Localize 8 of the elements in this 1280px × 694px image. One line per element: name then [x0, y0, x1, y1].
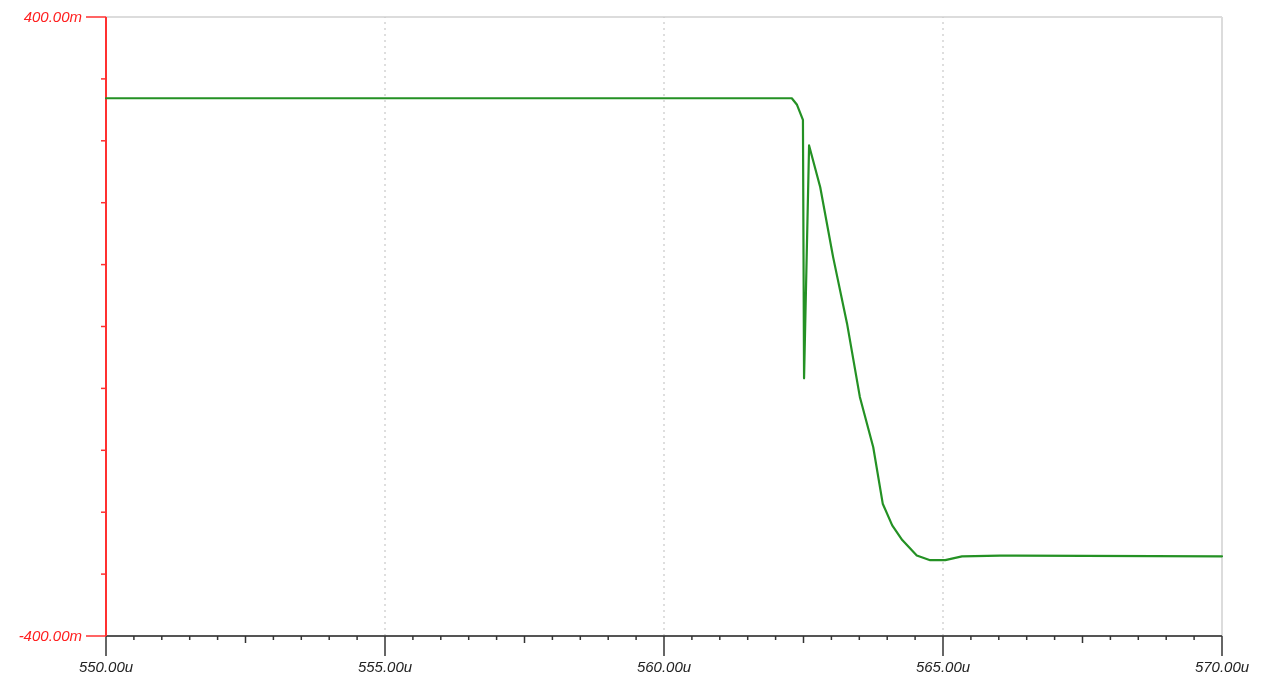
x-tick-label: 570.00u — [1194, 658, 1250, 675]
x-tick-label: 565.00u — [915, 658, 971, 675]
line-series — [104, 97, 1224, 562]
y-tick-label: -400.00m — [18, 627, 82, 645]
y-tick-label: 400.00m — [23, 8, 82, 26]
x-tick-label: 560.00u — [636, 658, 692, 675]
x-tick-label: 550.00u — [78, 658, 134, 675]
x-tick-label: 555.00u — [357, 658, 413, 675]
